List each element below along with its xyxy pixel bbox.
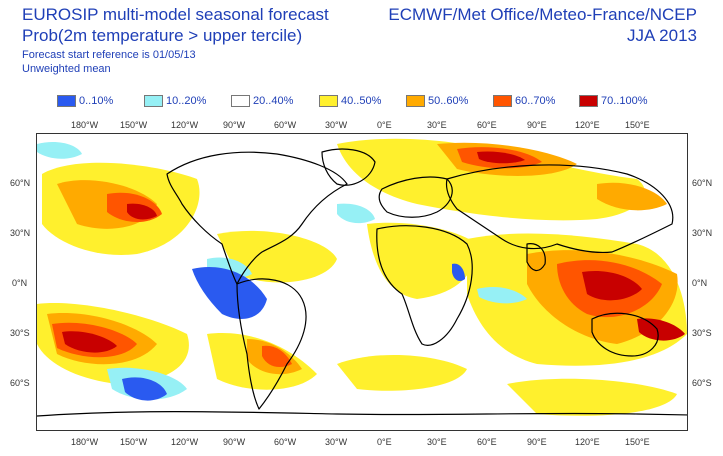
lon-label-bottom: 120°E	[575, 437, 600, 447]
legend-swatch	[493, 95, 512, 107]
legend-label: 10..20%	[166, 95, 207, 107]
legend-swatch	[579, 95, 598, 107]
lat-label-right: 60°N	[692, 178, 713, 188]
lon-label-top: 120°E	[575, 120, 600, 130]
source-label: ECMWF/Met Office/Meteo-France/NCEP	[388, 5, 697, 24]
legend-label: 50..60%	[428, 95, 469, 107]
legend-label: 40..50%	[341, 95, 382, 107]
shade-70-100	[62, 151, 685, 353]
lon-label-bottom: 180°W	[71, 437, 99, 447]
lon-label-bottom: 60°W	[274, 437, 297, 447]
legend-swatch	[406, 95, 425, 107]
lat-label-right: 30°S	[692, 328, 712, 338]
title-line1: EUROSIP multi-model seasonal forecast	[22, 5, 329, 24]
subtitle-line1: Forecast start reference is 01/05/13	[22, 49, 196, 61]
lon-label-bottom: 90°E	[527, 437, 547, 447]
forecast-map-svg	[37, 134, 687, 430]
title-line2: Prob(2m temperature > upper tercile)	[22, 26, 303, 45]
legend-label: 70..100%	[601, 95, 648, 107]
legend-swatch	[144, 95, 163, 107]
lat-label-left: 60°S	[10, 378, 30, 388]
lon-label-bottom: 30°E	[427, 437, 447, 447]
lon-label-bottom: 30°W	[325, 437, 348, 447]
lon-label-top: 150°W	[120, 120, 148, 130]
legend-swatch	[231, 95, 250, 107]
lon-label-top: 120°W	[171, 120, 199, 130]
legend-label: 20..40%	[253, 95, 294, 107]
lon-label-top: 150°E	[625, 120, 650, 130]
season-label: JJA 2013	[627, 26, 697, 45]
lon-label-bottom: 150°E	[625, 437, 650, 447]
lon-label-top: 60°W	[274, 120, 297, 130]
legend-label: 0..10%	[79, 95, 114, 107]
lon-label-top: 60°E	[477, 120, 497, 130]
legend-swatch	[57, 95, 76, 107]
lon-label-top: 30°E	[427, 120, 447, 130]
lat-label-left: 60°N	[10, 178, 31, 188]
legend-label: 60..70%	[515, 95, 556, 107]
lon-label-top: 0°E	[377, 120, 392, 130]
lon-label-bottom: 60°E	[477, 437, 497, 447]
lon-label-top: 30°W	[325, 120, 348, 130]
lon-label-top: 180°W	[71, 120, 99, 130]
lat-label-left: 0°N	[12, 278, 28, 288]
lon-label-bottom: 120°W	[171, 437, 199, 447]
lon-label-bottom: 150°W	[120, 437, 148, 447]
lon-label-top: 90°E	[527, 120, 547, 130]
lon-label-bottom: 0°E	[377, 437, 392, 447]
lat-label-right: 0°N	[692, 278, 708, 288]
lat-label-left: 30°N	[10, 228, 31, 238]
lon-label-top: 90°W	[223, 120, 246, 130]
lat-label-right: 30°N	[692, 228, 713, 238]
forecast-map	[36, 133, 688, 431]
legend-swatch	[319, 95, 338, 107]
subtitle-line2: Unweighted mean	[22, 63, 111, 75]
coastlines	[37, 148, 687, 417]
lat-label-right: 60°S	[692, 378, 712, 388]
lat-label-left: 30°S	[10, 328, 30, 338]
lon-label-bottom: 90°W	[223, 437, 246, 447]
